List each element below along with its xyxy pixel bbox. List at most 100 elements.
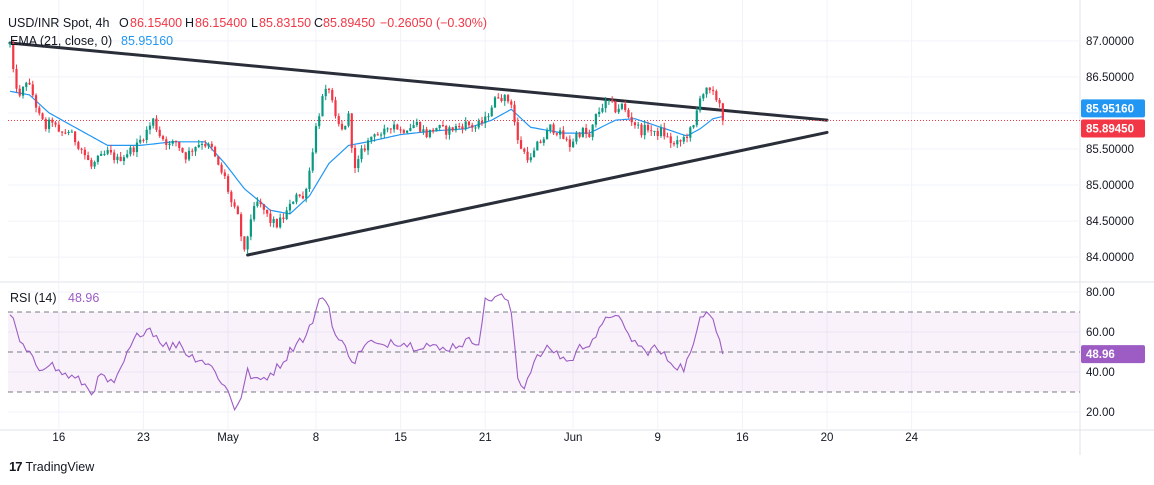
candle-body: [451, 127, 454, 131]
candle-body: [181, 147, 184, 153]
candle-body: [324, 88, 327, 97]
candle-body: [113, 152, 116, 161]
candle-body: [640, 124, 643, 136]
candle-body: [389, 128, 392, 130]
candle-body: [275, 219, 279, 228]
candle-body: [379, 134, 383, 136]
ema-line: [9, 90, 723, 215]
candle-body: [116, 156, 119, 161]
candle-body: [314, 126, 318, 153]
candle-body: [435, 127, 438, 132]
candle-body: [83, 149, 86, 156]
candle-body: [100, 153, 103, 156]
candle-body: [353, 147, 357, 169]
rsi-legend-label[interactable]: RSI (14): [10, 291, 57, 305]
candle-body: [145, 129, 148, 141]
candle-body: [650, 130, 653, 132]
candle-body: [663, 127, 666, 137]
time-tick-label: Jun: [564, 432, 583, 444]
candle-body: [529, 157, 532, 161]
candle-body: [637, 124, 640, 126]
candle-body: [542, 139, 545, 143]
candle-body: [288, 203, 292, 211]
ema-last-label: 85.95160: [1086, 103, 1134, 115]
candle-body: [12, 43, 15, 69]
candle-body: [376, 134, 379, 136]
time-tick-label: May: [217, 432, 239, 444]
candle-body: [119, 156, 122, 161]
candle-body: [432, 129, 435, 132]
candle-body: [685, 136, 689, 138]
candle-body: [682, 136, 685, 142]
candle-body: [480, 120, 484, 124]
legend-ema-value: 85.95160: [121, 34, 173, 48]
candle-body: [487, 116, 490, 118]
candle-body: [191, 150, 194, 152]
candle-body: [139, 139, 142, 143]
price-tick-label: 84.00000: [1086, 252, 1134, 264]
candle-body: [484, 116, 487, 124]
price-tick-label: 86.50000: [1086, 72, 1134, 84]
candle-body: [194, 147, 197, 152]
candle-body: [122, 157, 126, 161]
candle-body: [178, 141, 181, 148]
candle-body: [311, 152, 314, 171]
candle-body: [467, 121, 471, 126]
candle-body: [493, 97, 497, 108]
legend-ema-label[interactable]: EMA (21, close, 0): [10, 34, 112, 48]
candle-body: [243, 236, 246, 250]
legend-c-label: C: [314, 16, 323, 30]
rsi-14-line: [9, 293, 724, 412]
candle-body: [298, 194, 301, 196]
candle-body: [402, 130, 405, 133]
candle-body: [41, 113, 44, 120]
candle-body: [77, 142, 80, 149]
candle-body: [656, 130, 659, 137]
candle-body: [226, 176, 230, 192]
candle-body: [536, 141, 539, 151]
candle-body: [591, 124, 594, 138]
candle-body: [572, 141, 575, 148]
time-tick-label: 23: [137, 432, 150, 444]
candle-body: [80, 148, 83, 150]
candle-body: [705, 87, 708, 95]
trendline-upper-resistance[interactable]: [8, 41, 829, 122]
candle-body: [87, 155, 90, 161]
candle-body: [406, 130, 409, 133]
candle-body: [532, 150, 536, 158]
tradingview-logo-icon: 17: [9, 459, 23, 474]
time-tick-label: 16: [736, 432, 749, 444]
rsi-last-label-bg: [1081, 345, 1145, 364]
candle-body: [210, 143, 213, 148]
candle-body: [545, 130, 549, 140]
candle-body: [516, 122, 519, 141]
tradingview-brand[interactable]: 17 TradingView: [9, 459, 94, 474]
candle-body: [217, 156, 220, 165]
candle-body: [708, 87, 711, 91]
candle-body: [165, 139, 168, 146]
candle-body: [200, 143, 204, 145]
candle-body: [646, 124, 650, 131]
candle-body: [282, 217, 285, 220]
candle-body: [506, 95, 510, 102]
candle-body: [695, 110, 698, 126]
legend-symbol: USD/INR Spot, 4h: [8, 16, 109, 30]
candle-body: [109, 149, 113, 153]
axes: 87.0000086.5000086.0000085.5000085.00000…: [52, 36, 1145, 444]
candle-body: [103, 153, 106, 155]
candle-body: [624, 103, 627, 111]
trendline-lower-support[interactable]: [246, 130, 829, 257]
candle-body: [419, 121, 422, 132]
candle-body: [565, 138, 568, 140]
candle-body: [207, 143, 210, 147]
candle-body: [295, 194, 298, 202]
rsi-tick-label: 80.00: [1086, 287, 1115, 299]
candle-body: [187, 150, 191, 160]
candle-body: [60, 131, 64, 133]
candle-body: [344, 125, 347, 130]
candle-body: [392, 124, 396, 130]
candle-body: [318, 116, 321, 127]
candle-body: [262, 204, 265, 210]
candle-body: [148, 125, 152, 130]
